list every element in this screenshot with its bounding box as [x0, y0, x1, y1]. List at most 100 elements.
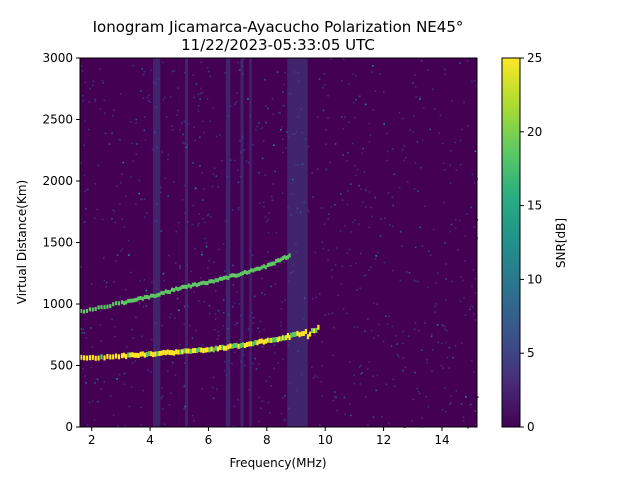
echo-point — [143, 352, 146, 358]
heatmap-cell — [159, 186, 162, 189]
heatmap-cell — [280, 129, 282, 131]
echo-point — [129, 298, 132, 303]
heatmap-cell — [147, 369, 150, 371]
heatmap-cell — [193, 126, 195, 129]
echo-point — [239, 343, 242, 349]
heatmap-cell — [116, 378, 118, 380]
heatmap-cell — [193, 420, 195, 422]
heatmap-cell — [237, 181, 240, 184]
heatmap-cell — [272, 113, 274, 115]
heatmap-cell — [210, 216, 212, 218]
heatmap-cell — [135, 118, 138, 121]
heatmap-cell — [203, 188, 205, 190]
echo-point — [156, 351, 159, 357]
heatmap-cell — [199, 165, 201, 167]
heatmap-cell — [145, 305, 148, 307]
echo-point — [129, 352, 132, 358]
heatmap-cell — [320, 381, 322, 383]
heatmap-cell — [474, 292, 477, 294]
heatmap-cell — [173, 70, 176, 72]
echo-point — [175, 349, 178, 355]
heatmap-cell — [287, 344, 290, 346]
heatmap-background — [80, 58, 477, 427]
heatmap-cell — [119, 93, 122, 95]
heatmap-cell — [457, 248, 459, 251]
heatmap-cell — [295, 131, 298, 133]
heatmap-cell — [103, 381, 105, 383]
heatmap-cell — [90, 366, 92, 369]
colorbar-tick-label: 10 — [527, 272, 542, 286]
heatmap-cell — [346, 160, 348, 162]
heatmap-cell — [179, 267, 181, 269]
heatmap-cell — [119, 182, 122, 184]
heatmap-cell — [128, 254, 130, 256]
heatmap-cell — [147, 99, 150, 102]
echo-point — [260, 265, 263, 270]
echo-point — [191, 282, 194, 287]
echo-point — [273, 337, 276, 343]
heatmap-cell — [123, 372, 126, 375]
heatmap-cell — [348, 361, 351, 363]
heatmap-cell — [179, 265, 182, 267]
heatmap-stripe — [185, 58, 189, 427]
heatmap-cell — [238, 69, 241, 71]
heatmap-cell — [201, 254, 203, 256]
heatmap-cell — [379, 235, 382, 237]
heatmap-cell — [372, 65, 374, 67]
heatmap-cell — [463, 101, 465, 104]
heatmap-cell — [343, 396, 346, 399]
heatmap-cell — [441, 324, 443, 326]
heatmap-cell — [207, 70, 210, 73]
heatmap-cell — [304, 297, 306, 299]
heatmap-cell — [355, 262, 357, 265]
heatmap-cell — [282, 104, 285, 107]
heatmap-cell — [473, 182, 476, 185]
heatmap-cell — [331, 269, 333, 271]
heatmap-cell — [460, 128, 463, 131]
heatmap-cell — [143, 278, 146, 281]
heatmap-cell — [233, 351, 236, 353]
heatmap-cell — [183, 184, 186, 187]
heatmap-cell — [138, 179, 141, 182]
heatmap-cell — [121, 248, 124, 251]
heatmap-cell — [342, 128, 345, 130]
heatmap-cell — [472, 269, 475, 271]
heatmap-cell — [237, 206, 240, 209]
heatmap-cell — [176, 297, 179, 300]
heatmap-cell — [330, 205, 333, 208]
heatmap-cell — [91, 400, 94, 402]
heatmap-cell — [288, 407, 290, 410]
heatmap-cell — [402, 342, 404, 345]
echo-point — [200, 347, 203, 353]
heatmap-cell — [124, 425, 126, 428]
heatmap-cell — [396, 343, 398, 345]
heatmap-cell — [201, 388, 203, 390]
heatmap-cell — [293, 133, 296, 135]
heatmap-cell — [441, 342, 443, 345]
heatmap-cell — [103, 112, 106, 115]
heatmap-cell — [134, 360, 137, 362]
echo-point — [187, 348, 190, 354]
heatmap-cell — [398, 112, 401, 114]
heatmap-cell — [178, 309, 180, 312]
heatmap-cell — [321, 341, 323, 343]
heatmap-cell — [405, 271, 408, 273]
echo-point — [198, 282, 201, 287]
heatmap-cell — [132, 160, 134, 163]
heatmap-cell — [248, 389, 251, 391]
heatmap-cell — [342, 308, 345, 310]
echo-point — [216, 278, 219, 283]
heatmap-cell — [160, 191, 162, 194]
heatmap-cell — [193, 291, 195, 293]
heatmap-cell — [358, 366, 361, 368]
echo-point — [191, 348, 194, 354]
heatmap-cell — [252, 144, 254, 146]
heatmap-cell — [208, 259, 210, 262]
echo-point — [308, 331, 312, 337]
heatmap-cell — [125, 195, 127, 198]
heatmap-cell — [183, 385, 185, 388]
heatmap-cell — [399, 279, 402, 282]
heatmap-cell — [132, 64, 134, 67]
heatmap-cell — [290, 214, 292, 216]
heatmap-cell — [214, 318, 217, 321]
